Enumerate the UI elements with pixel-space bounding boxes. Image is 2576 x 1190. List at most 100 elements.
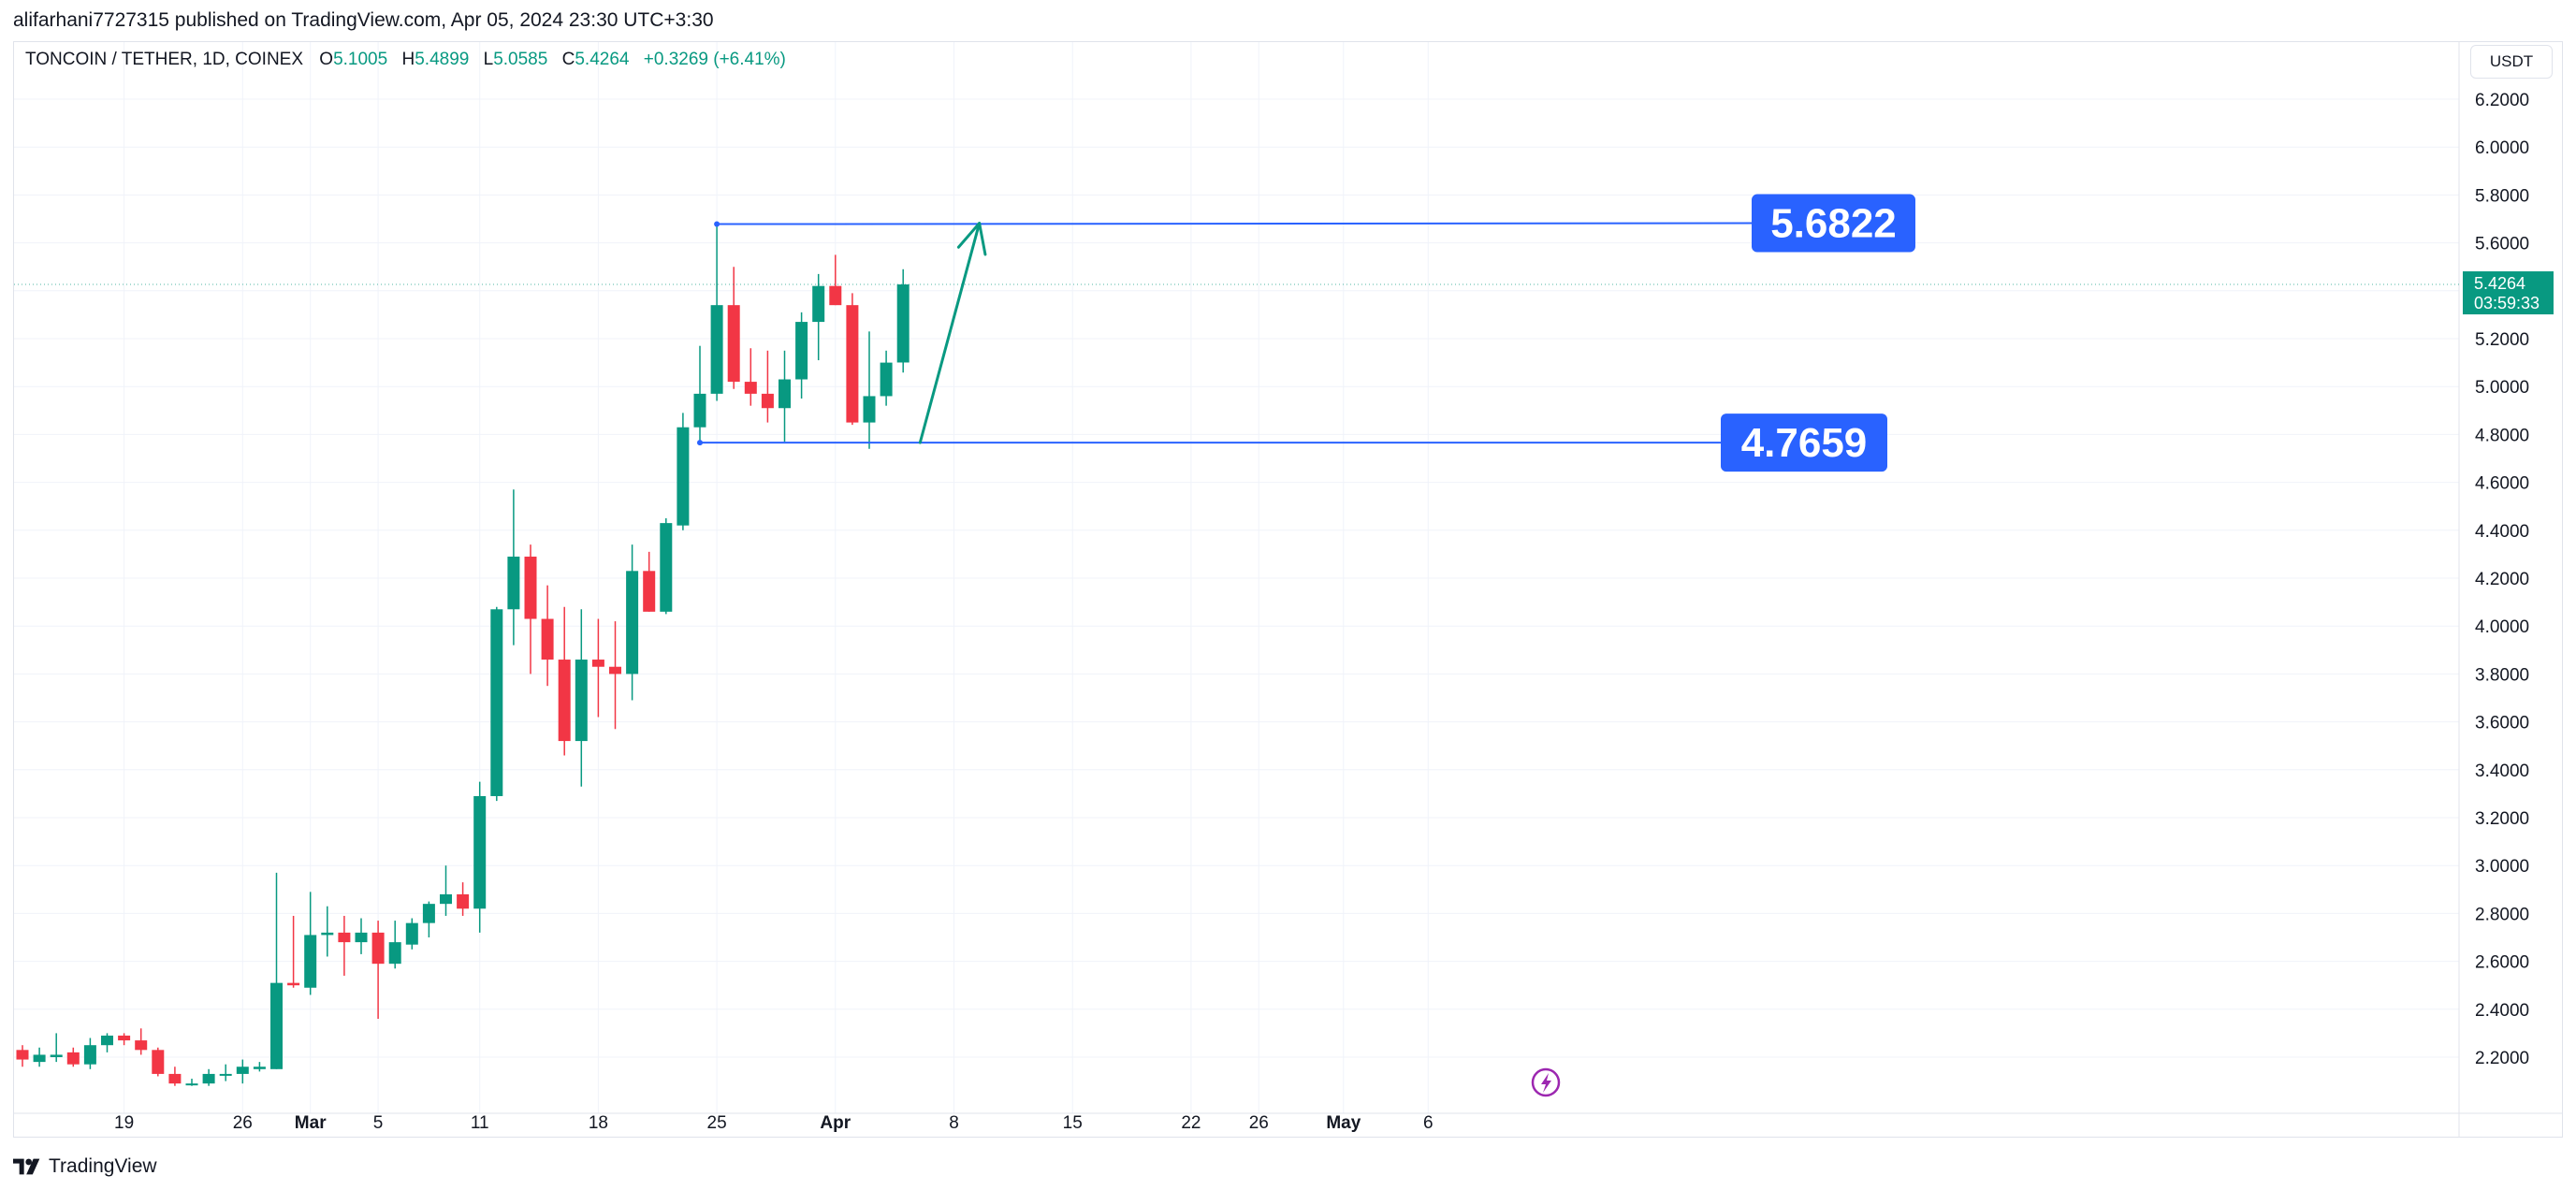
change-value: +0.3269 (+6.41%) [643,50,786,69]
candle-body [558,660,571,742]
y-tick-label: 4.6000 [2475,474,2529,494]
candles [16,224,910,1086]
brand-name: TradingView [49,1155,157,1177]
publish-info: alifarhani7727315 published on TradingVi… [13,9,714,31]
candle-body [846,305,859,423]
y-tick-label: 2.6000 [2475,953,2529,973]
candle-body [863,396,876,423]
candle-body [795,322,808,380]
candle-body [643,571,656,612]
high-value: 5.4899 [415,50,470,69]
support-label-bg [1721,414,1887,472]
x-tick-label: May [1326,1113,1361,1133]
x-tick-label: 6 [1423,1113,1434,1133]
open-label: O [319,50,334,69]
lightning-event-icon[interactable] [1531,1067,1561,1097]
resistance-label-bg [1752,194,1915,253]
close-value: 5.4264 [575,50,630,69]
candle-body [355,932,368,943]
candle-body [710,305,723,394]
drawings: 5.6822 4.7659 [14,194,2459,1097]
candle-body [152,1050,165,1074]
candle-body [575,660,588,742]
x-tick-label: 25 [707,1113,727,1133]
candle-body [135,1040,148,1051]
candle-body [270,982,283,1069]
lightning-icon [1541,1073,1551,1093]
low-label: L [483,50,494,69]
candle-body [388,942,401,965]
current-price-badge-value: 5.4264 [2474,274,2525,293]
candle-body [693,393,706,428]
x-tick-label: Mar [295,1113,327,1133]
tradingview-brand[interactable]: TradingView [13,1154,157,1180]
y-tick-label: 4.0000 [2475,617,2529,637]
candle-body [490,609,503,796]
candle-body [457,893,470,909]
x-tick-label: 22 [1181,1113,1201,1133]
candle-body [609,666,621,675]
candle-body [541,618,554,660]
open-value: 5.1005 [333,50,388,69]
candle-body [168,1073,182,1084]
y-tick-label: 6.0000 [2475,138,2529,158]
x-tick-label: 8 [949,1113,959,1133]
projection-arrow [918,222,982,444]
x-tick-label: 19 [114,1113,134,1133]
candle-body [473,795,487,909]
candle-body [880,362,893,397]
y-tick-label: 4.4000 [2475,522,2529,542]
close-label: C [561,50,575,69]
chart-frame [13,41,2563,1138]
resistance-line [717,222,1758,225]
candle-body [507,556,520,610]
candle-body [118,1035,131,1041]
high-label: H [401,50,415,69]
support-anchor-point [697,440,703,446]
candle-body [16,1050,29,1060]
candle-body [236,1067,249,1074]
x-tick-label: 18 [589,1113,608,1133]
candle-body [896,284,910,363]
candle-body [304,935,317,988]
x-tick-label: 15 [1063,1113,1083,1133]
x-tick-label: 26 [233,1113,253,1133]
x-tick-label: 5 [373,1113,384,1133]
y-tick-label: 5.2000 [2475,330,2529,350]
projection-arrowhead [956,222,987,256]
candle-body [829,285,842,306]
resistance-anchor-point [714,221,720,227]
symbol-legend: TONCOIN / TETHER, 1D, COINEX O5.1005 H5.… [25,50,795,70]
symbol-name: TONCOIN / TETHER, 1D, COINEX [25,50,304,69]
candle-body [371,932,385,965]
y-tick-label: 3.0000 [2475,857,2529,877]
candle-body [202,1073,215,1084]
y-tick-label: 4.8000 [2475,426,2529,445]
currency-button[interactable]: USDT [2470,45,2553,79]
current-price-badge [2463,271,2554,315]
candle-body [101,1035,113,1046]
y-tick-label: 5.0000 [2475,378,2529,398]
candle-body [626,571,639,675]
candle-body [591,660,604,667]
candle-body [812,285,825,323]
tradingview-logo-icon [13,1158,40,1175]
y-tick-label: 2.8000 [2475,905,2529,924]
x-tick-label: Apr [820,1113,851,1133]
candle-body [185,1083,198,1086]
y-tick-label: 6.2000 [2475,91,2529,110]
candle-body [66,1052,80,1065]
candle-body [761,393,774,409]
y-tick-label: 4.2000 [2475,570,2529,589]
candle-body [660,523,673,612]
y-tick-label: 3.4000 [2475,762,2529,781]
x-tick-label: 11 [471,1113,489,1133]
candle-body [779,379,791,409]
candle-body [440,893,452,905]
candle-body [50,1054,63,1057]
candle-body [744,382,757,394]
support-label: 4.7659 [1741,420,1868,466]
candle-body [422,904,435,923]
y-tick-label: 5.6000 [2475,235,2529,254]
